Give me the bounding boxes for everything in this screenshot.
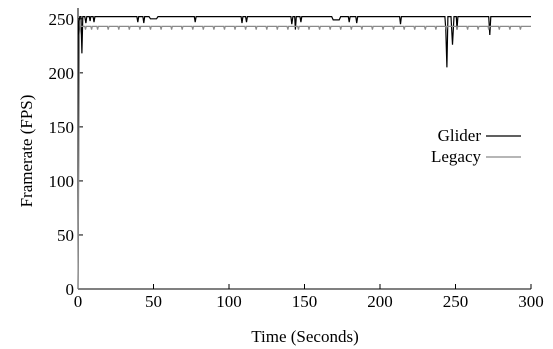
- y-tick-label: 250: [49, 10, 75, 29]
- y-tick-label: 50: [57, 226, 74, 245]
- x-tick-label: 150: [292, 292, 318, 311]
- x-tick-label: 100: [216, 292, 242, 311]
- x-tick-label: 200: [367, 292, 393, 311]
- y-tick-label: 200: [49, 64, 75, 83]
- axes: 0 50 100 150 200 250 300 0 50 100 150 200 250: [49, 8, 544, 311]
- legend-label-glider: Glider: [438, 126, 482, 145]
- x-tick-label: 50: [145, 292, 162, 311]
- y-tick-label: 100: [49, 172, 75, 191]
- series-line-glider: [77, 16, 531, 290]
- y-axis-label: Framerate (FPS): [17, 95, 36, 208]
- x-tick-label: 300: [518, 292, 544, 311]
- legend-label-legacy: Legacy: [431, 147, 482, 166]
- x-tick-label: 0: [74, 292, 83, 311]
- legend: Glider Legacy: [431, 126, 521, 166]
- x-axis-label: Time (Seconds): [251, 327, 359, 346]
- series-line-legacy: [77, 25, 531, 290]
- series-layer: [77, 16, 531, 290]
- x-tick-label: 250: [443, 292, 469, 311]
- y-tick-label: 0: [66, 280, 75, 299]
- y-tick-label: 150: [49, 118, 75, 137]
